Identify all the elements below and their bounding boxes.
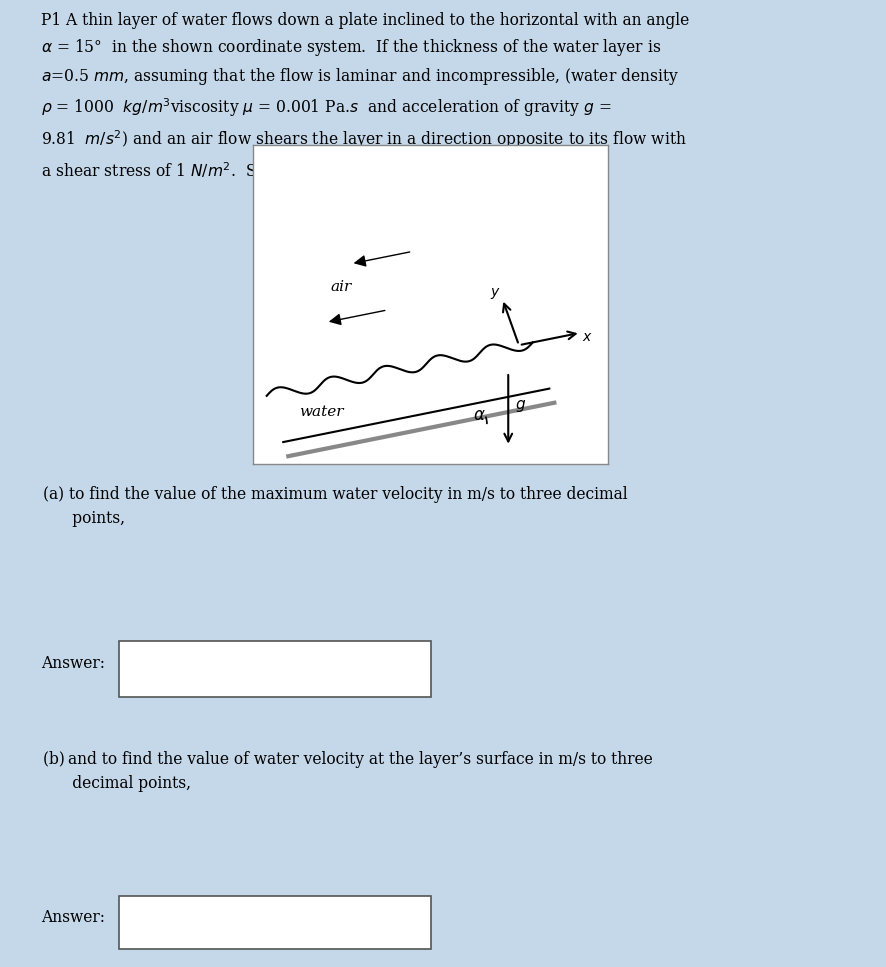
Text: air: air — [330, 280, 352, 294]
Text: Answer:: Answer: — [41, 909, 105, 926]
Text: $\alpha$: $\alpha$ — [472, 407, 485, 425]
FancyBboxPatch shape — [119, 896, 431, 949]
Text: Answer:: Answer: — [41, 655, 105, 672]
Text: (b) and to find the value of water velocity at the layer’s surface in m/s to thr: (b) and to find the value of water veloc… — [43, 750, 652, 792]
Text: water: water — [299, 405, 343, 420]
Text: $y$: $y$ — [489, 286, 500, 302]
Text: P1 A thin layer of water flows down a plate inclined to the horizontal with an a: P1 A thin layer of water flows down a pl… — [41, 12, 688, 183]
Text: $g$: $g$ — [514, 398, 525, 414]
Text: (a) to find the value of the maximum water velocity in m/s to three decimal
    : (a) to find the value of the maximum wat… — [43, 486, 627, 527]
Text: $x$: $x$ — [582, 330, 593, 343]
FancyBboxPatch shape — [119, 641, 431, 696]
